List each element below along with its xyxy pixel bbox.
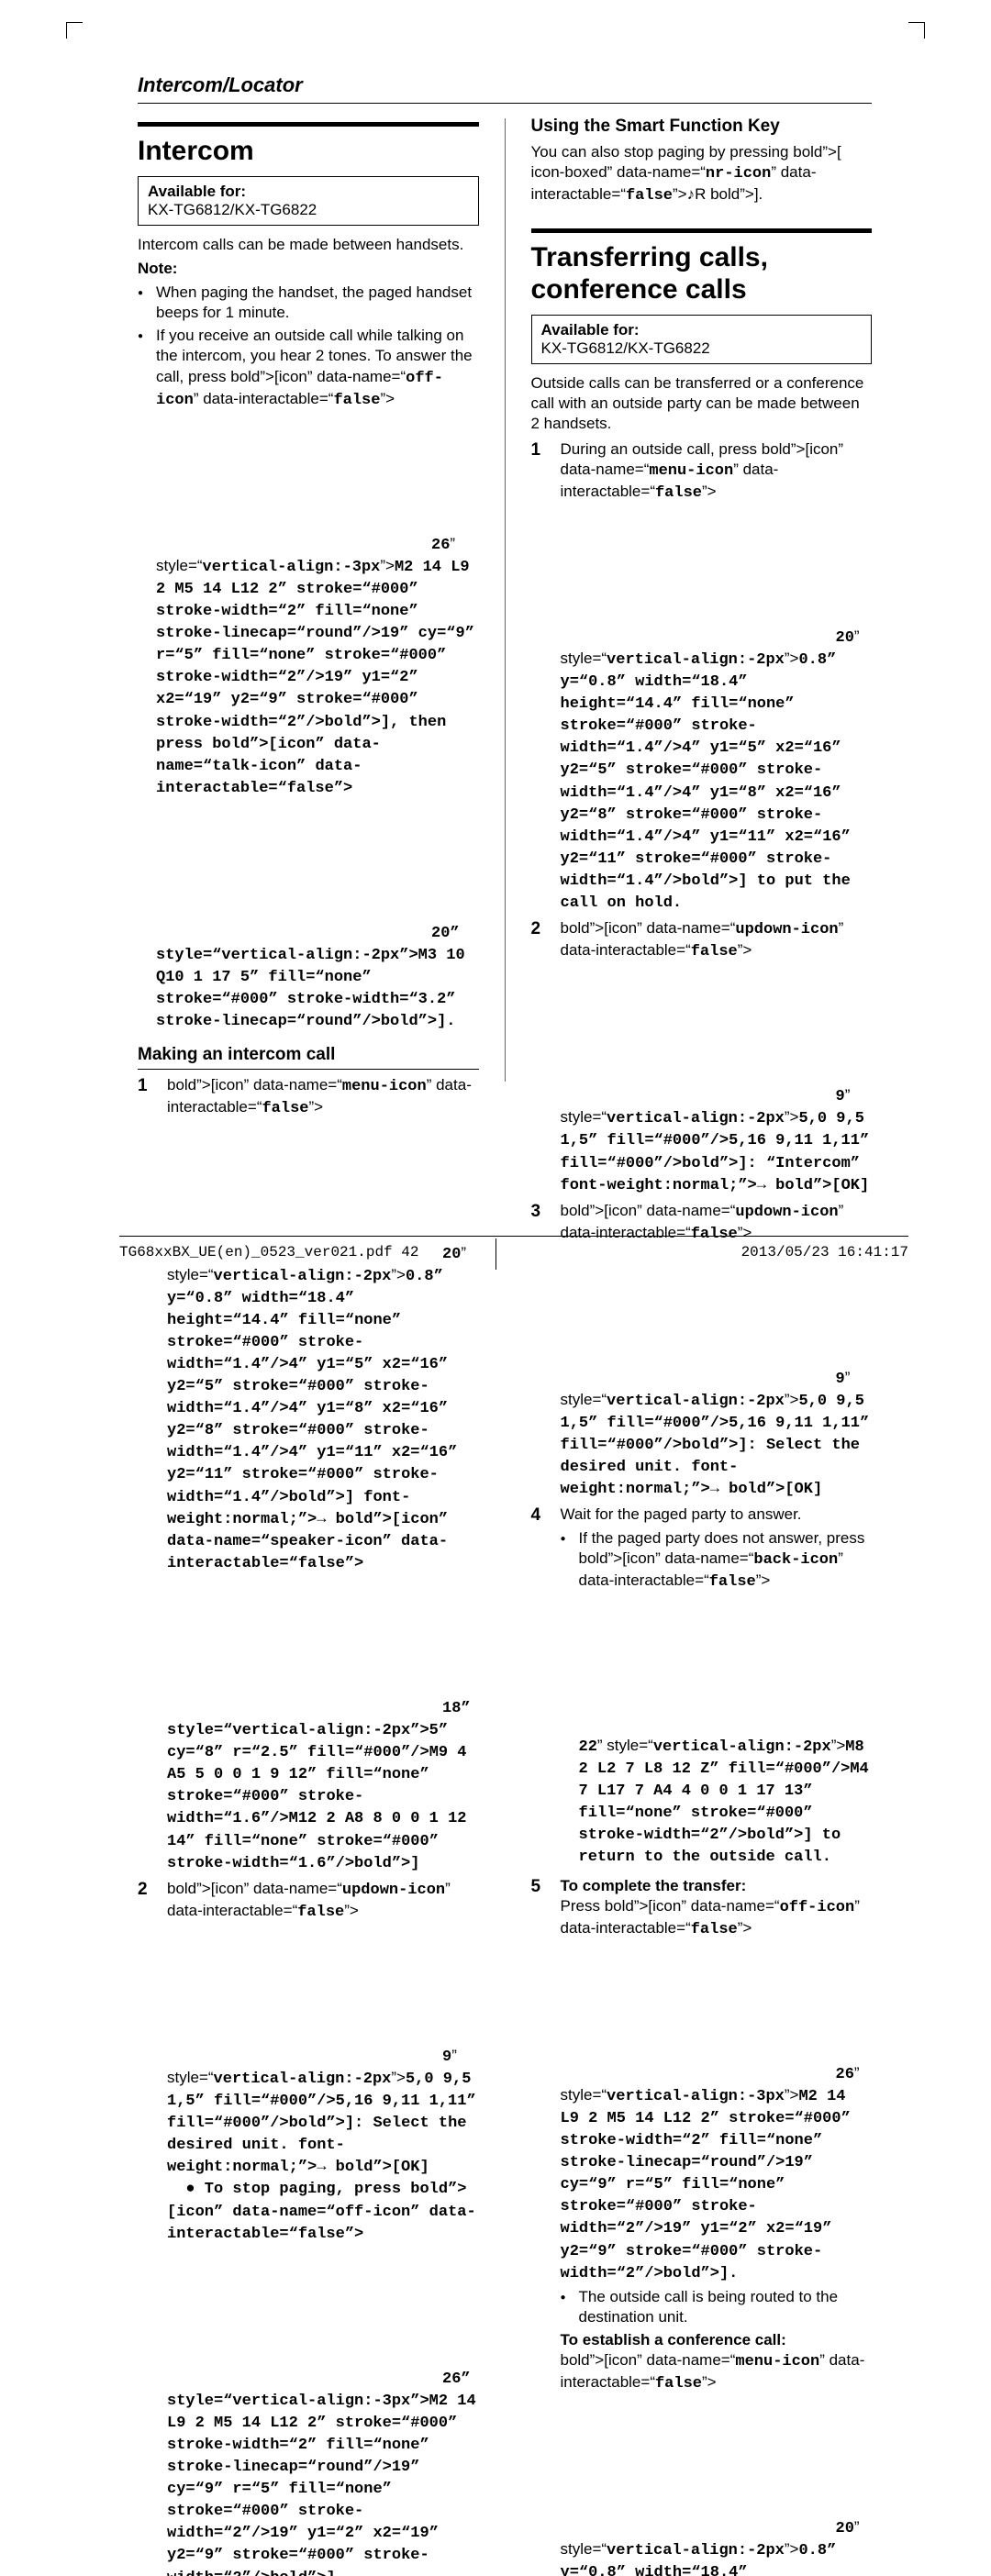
available-models: KX-TG6812/KX-TG6822	[148, 201, 317, 218]
right-column: Using the Smart Function Key You can als…	[531, 115, 873, 2576]
available-models: KX-TG6812/KX-TG6822	[541, 339, 710, 357]
step: Press bold”>[icon” data-name=“off-icon” …	[561, 1896, 873, 2284]
page-content: Intercom/Locator Intercom Available for:…	[138, 73, 872, 2576]
step-sub: If the paged party does not answer, pres…	[561, 1528, 873, 1869]
footer-file: TG68xxBX_UE(en)_0523_ver021.pdf 42	[119, 1244, 418, 1260]
available-label: Available for:	[541, 321, 640, 339]
smart-key-text: You can also stop paging by pressing bol…	[531, 142, 873, 206]
intercom-intro: Intercom calls can be made between hands…	[138, 235, 479, 255]
step: During an outside call, press bold”>[ico…	[561, 439, 873, 915]
step: bold”>[icon” data-name=“menu-icon” data-…	[561, 2350, 873, 2576]
section-header: Intercom/Locator	[138, 73, 872, 104]
step: bold”>[icon” data-name=“updown-icon” dat…	[561, 918, 873, 1196]
intercom-notes: When paging the handset, the paged hands…	[138, 283, 479, 1032]
step-sub: The outside call is being routed to the …	[561, 2287, 873, 2327]
step-label: To complete the transfer:	[561, 1876, 873, 1896]
intercom-heading: Intercom	[138, 136, 479, 167]
available-label: Available for:	[148, 183, 246, 200]
making-call-heading: Making an intercom call	[138, 1045, 479, 1070]
note-item: When paging the handset, the paged hands…	[138, 283, 479, 323]
transfer-intro: Outside calls can be transferred or a co…	[531, 373, 873, 434]
print-footer: TG68xxBX_UE(en)_0523_ver021.pdf 42 2013/…	[119, 1236, 908, 1260]
note-item: If you receive an outside call while tal…	[138, 326, 479, 1032]
step: Wait for the paged party to answer.	[561, 1505, 873, 1525]
step: bold”>[icon” data-name=“updown-icon” dat…	[167, 1879, 479, 2576]
step: bold”>[icon” data-name=“menu-icon” data-…	[167, 1075, 479, 1873]
available-for-box: Available for: KX-TG6812/KX-TG6822	[138, 176, 479, 226]
transfer-heading: Transferring calls, conference calls	[531, 242, 873, 305]
smart-key-heading: Using the Smart Function Key	[531, 117, 873, 137]
note-label: Note:	[138, 259, 479, 279]
step-label: To establish a conference call:	[561, 2330, 873, 2350]
available-for-box: Available for: KX-TG6812/KX-TG6822	[531, 315, 873, 364]
left-column: Intercom Available for: KX-TG6812/KX-TG6…	[138, 115, 479, 2576]
footer-date: 2013/05/23 16:41:17	[741, 1244, 908, 1260]
